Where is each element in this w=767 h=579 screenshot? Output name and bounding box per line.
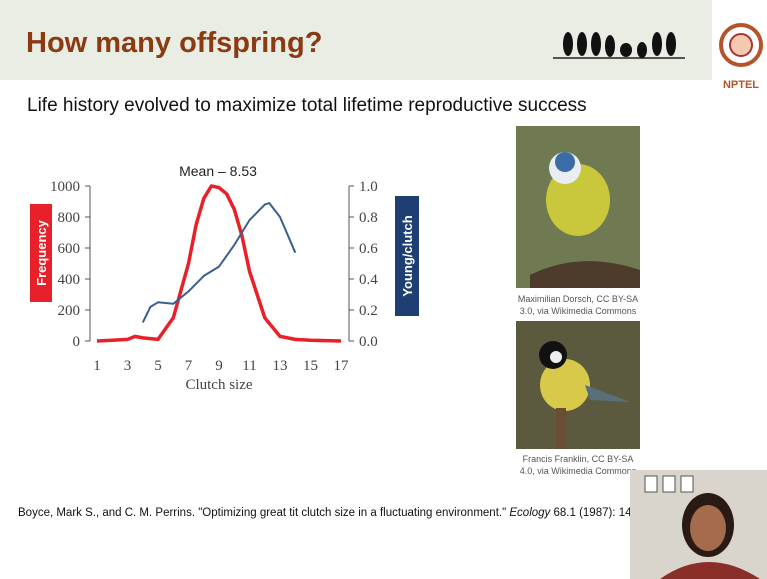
y2-tick-label: 0.6 [359, 241, 378, 257]
caption: Francis Franklin, CC BY-SA [523, 454, 634, 464]
y2-tick-label: 0.4 [359, 272, 378, 288]
y2-tick-label: 0.2 [359, 303, 378, 319]
y-tick-label: 400 [58, 272, 81, 288]
nptel-logo: NPTEL [719, 23, 763, 91]
chart: Mean – 8.53 Clutch size Frequency Young/… [30, 163, 419, 393]
x-tick-label: 1 [93, 358, 101, 374]
x-tick-label: 17 [334, 358, 350, 374]
y2-tick-label: 0.8 [359, 210, 378, 226]
bird-photo-2 [516, 321, 640, 449]
citation: Boyce, Mark S., and C. M. Perrins. "Opti… [18, 507, 668, 519]
x-tick-label: 7 [185, 358, 193, 374]
annotation: Mean – 8.53 [179, 163, 257, 179]
subtitle: Life history evolved to maximize total l… [27, 95, 587, 116]
series-line [96, 184, 342, 343]
y-tick-label: 800 [58, 210, 81, 226]
bird-photo-1 [516, 126, 640, 288]
caption: Maximilian Dorsch, CC BY-SA [518, 294, 638, 304]
y-label-box [30, 204, 52, 302]
slide-title: How many offspring? [26, 27, 322, 59]
x-tick-label: 11 [242, 358, 256, 374]
x-tick-label: 3 [124, 358, 132, 374]
y-tick-label: 600 [58, 241, 81, 257]
y-axis-label: Frequency [34, 219, 49, 286]
series-line [141, 202, 297, 323]
y2-axis-label: Young/clutch [400, 215, 415, 296]
y-tick-label: 200 [58, 303, 81, 319]
x-tick-label: 13 [273, 358, 288, 374]
x-axis-label: Clutch size [185, 377, 252, 393]
y2-tick-label: 0.0 [359, 334, 378, 350]
caption: 4.0, via Wikimedia Commons [520, 466, 637, 476]
caption: 3.0, via Wikimedia Commons [520, 306, 637, 316]
y-tick-label: 1000 [50, 179, 80, 195]
y-tick-label: 0 [73, 334, 81, 350]
x-tick-label: 9 [215, 358, 223, 374]
citation-journal: Ecology [509, 507, 551, 519]
citation-text: Boyce, Mark S., and C. M. Perrins. "Opti… [18, 507, 509, 519]
x-tick-label: 5 [154, 358, 162, 374]
x-tick-label: 15 [303, 358, 318, 374]
birds-icon [553, 32, 685, 59]
webcam [630, 470, 767, 579]
y2-tick-label: 1.0 [359, 179, 378, 195]
logo-text: NPTEL [723, 79, 759, 91]
y2-label-box [395, 196, 419, 316]
